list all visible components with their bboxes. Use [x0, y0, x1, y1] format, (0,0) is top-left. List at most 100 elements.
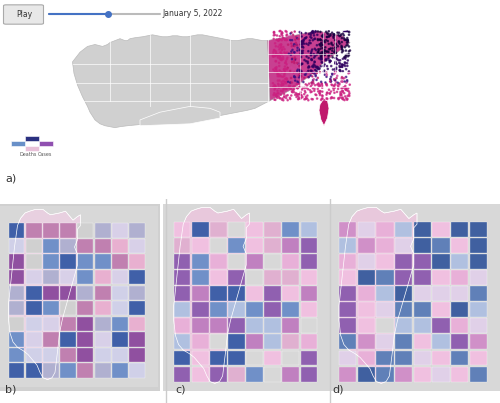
FancyBboxPatch shape	[95, 285, 110, 300]
FancyBboxPatch shape	[8, 332, 24, 347]
FancyBboxPatch shape	[210, 270, 226, 285]
Point	[284, 79, 292, 85]
Point	[297, 54, 305, 60]
Point	[278, 81, 286, 88]
FancyBboxPatch shape	[432, 270, 450, 285]
Point	[301, 71, 309, 78]
FancyBboxPatch shape	[43, 317, 59, 331]
FancyBboxPatch shape	[95, 348, 110, 362]
Point	[316, 88, 324, 95]
Point	[290, 56, 298, 62]
Point	[330, 35, 338, 41]
Point	[312, 73, 320, 79]
Point	[280, 66, 288, 73]
Point	[309, 78, 317, 85]
Point	[272, 53, 280, 59]
Point	[272, 97, 280, 103]
FancyBboxPatch shape	[95, 239, 110, 253]
FancyBboxPatch shape	[192, 367, 208, 382]
Point	[270, 83, 278, 90]
Point	[342, 66, 350, 73]
Point	[272, 64, 280, 71]
Point	[323, 90, 331, 96]
Point	[336, 80, 344, 87]
Point	[314, 46, 322, 52]
Point	[339, 56, 347, 62]
FancyBboxPatch shape	[264, 270, 281, 285]
FancyBboxPatch shape	[129, 348, 145, 362]
Point	[314, 66, 322, 72]
Point	[286, 82, 294, 89]
FancyBboxPatch shape	[95, 301, 110, 316]
Point	[338, 49, 346, 56]
Point	[291, 91, 299, 98]
Point	[323, 72, 331, 78]
Point	[276, 56, 284, 62]
Point	[328, 71, 336, 78]
Point	[338, 92, 345, 98]
Point	[338, 39, 346, 45]
Point	[320, 69, 328, 75]
Point	[298, 50, 306, 57]
FancyBboxPatch shape	[246, 302, 263, 317]
Point	[272, 58, 280, 64]
Point	[328, 70, 336, 77]
Point	[318, 82, 326, 89]
Point	[276, 54, 284, 60]
Point	[335, 39, 343, 46]
Point	[326, 58, 334, 64]
Point	[314, 28, 322, 35]
Point	[312, 64, 320, 70]
Point	[340, 35, 348, 42]
Point	[319, 42, 327, 48]
Point	[286, 95, 294, 101]
Point	[298, 92, 306, 99]
Point	[339, 68, 347, 75]
FancyBboxPatch shape	[264, 351, 281, 366]
Point	[338, 89, 346, 95]
FancyBboxPatch shape	[470, 222, 487, 237]
Point	[282, 85, 290, 92]
Point	[296, 73, 304, 79]
Point	[334, 95, 342, 102]
Point	[322, 69, 330, 76]
FancyBboxPatch shape	[358, 254, 375, 269]
Point	[294, 81, 302, 87]
Point	[271, 32, 279, 38]
Point	[304, 70, 312, 76]
Point	[302, 34, 310, 41]
FancyBboxPatch shape	[395, 286, 412, 301]
Point	[343, 60, 351, 66]
Point	[308, 81, 316, 88]
Point	[283, 37, 291, 43]
Point	[345, 91, 353, 98]
Point	[302, 30, 310, 36]
Polygon shape	[342, 30, 350, 33]
Point	[345, 52, 353, 58]
Point	[339, 48, 347, 54]
FancyBboxPatch shape	[358, 222, 375, 237]
Point	[310, 59, 318, 66]
Point	[326, 58, 334, 64]
Point	[334, 57, 342, 64]
Point	[332, 44, 340, 51]
FancyBboxPatch shape	[395, 351, 412, 366]
Point	[320, 38, 328, 45]
Point	[292, 77, 300, 84]
Point	[309, 69, 317, 76]
Point	[269, 53, 277, 60]
Point	[272, 92, 280, 98]
Point	[276, 46, 283, 52]
FancyBboxPatch shape	[264, 367, 281, 382]
Point	[330, 31, 338, 38]
Point	[304, 58, 312, 65]
Point	[345, 31, 353, 38]
FancyBboxPatch shape	[395, 238, 412, 253]
Point	[278, 82, 285, 89]
Point	[302, 96, 310, 102]
Point	[327, 78, 335, 85]
Point	[325, 33, 333, 39]
FancyBboxPatch shape	[174, 302, 190, 317]
Point	[298, 40, 306, 47]
Point	[273, 68, 281, 75]
